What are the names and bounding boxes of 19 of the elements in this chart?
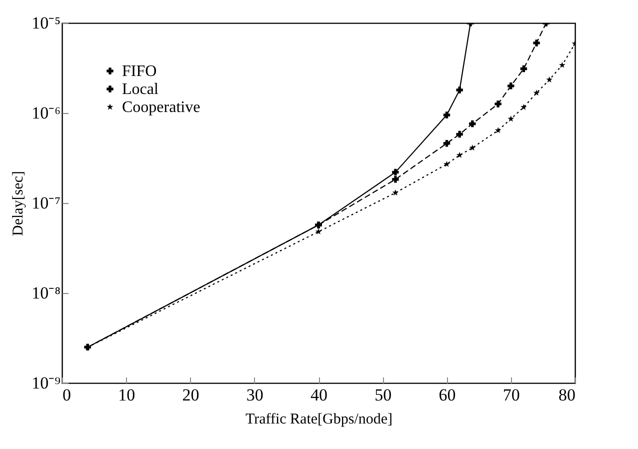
y-tick-label: 10⁻⁵ bbox=[32, 14, 61, 32]
x-tick-label: 10 bbox=[118, 386, 136, 404]
x-tick-label: 20 bbox=[182, 386, 200, 404]
y-tick-label: 10⁻⁷ bbox=[32, 194, 61, 212]
legend-label: Local bbox=[122, 81, 159, 98]
y-tick-label: 10⁻⁸ bbox=[32, 284, 61, 302]
x-tick-label: 60 bbox=[438, 386, 456, 404]
x-tick-label: 40 bbox=[310, 386, 328, 404]
x-tick-label: 70 bbox=[502, 386, 520, 404]
y-tick-label: 10⁻⁹ bbox=[32, 374, 61, 392]
x-tick-label: 50 bbox=[374, 386, 392, 404]
legend-label: Cooperative bbox=[122, 99, 200, 116]
x-tick-label: 0 bbox=[62, 386, 71, 404]
y-axis-title: Delay[sec] bbox=[10, 171, 27, 236]
x-tick-label: 80 bbox=[558, 386, 576, 404]
y-tick-label: 10⁻⁶ bbox=[32, 104, 61, 122]
legend-label: FIFO bbox=[122, 63, 157, 80]
x-tick-label: 30 bbox=[246, 386, 264, 404]
x-axis-title: Traffic Rate[Gbps/node] bbox=[245, 412, 393, 428]
